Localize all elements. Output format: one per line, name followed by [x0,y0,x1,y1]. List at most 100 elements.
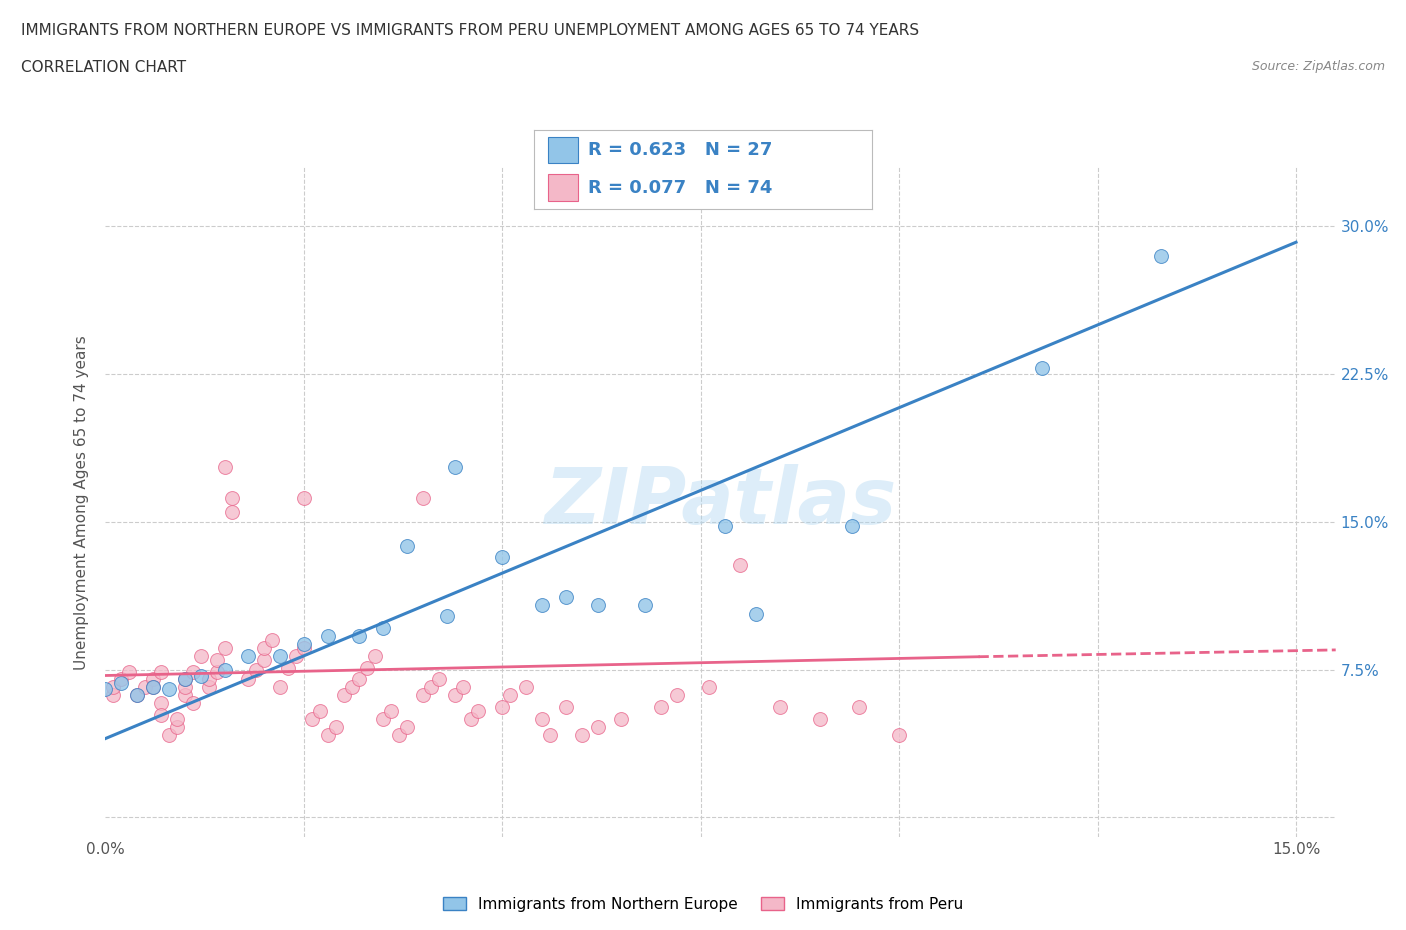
Point [396,538,419,553]
Point [190,668,212,683]
Point [110,672,132,687]
Point [292,636,315,651]
Point [221,491,243,506]
Point [1031,361,1053,376]
Point [412,688,434,703]
Point [214,662,236,677]
Point [157,727,180,742]
Point [134,680,156,695]
Point [103,680,125,695]
Point [665,688,688,703]
Point [491,550,513,565]
Point [253,641,276,656]
Text: IMMIGRANTS FROM NORTHERN EUROPE VS IMMIGRANTS FROM PERU UNEMPLOYMENT AMONG AGES : IMMIGRANTS FROM NORTHERN EUROPE VS IMMIG… [21,23,920,38]
Point [127,688,149,703]
Point [848,699,870,714]
Point [745,607,768,622]
Point [221,505,243,520]
Point [214,641,236,656]
Point [262,632,284,647]
Point [730,558,752,573]
Point [380,703,402,718]
Point [269,648,291,663]
Point [1150,248,1173,263]
Point [841,518,863,533]
Point [277,660,299,675]
Point [396,719,419,734]
Text: R = 0.623   N = 27: R = 0.623 N = 27 [588,141,773,159]
Text: ZIPatlas: ZIPatlas [544,464,897,540]
Point [316,727,339,742]
Point [697,680,720,695]
Point [419,680,441,695]
Point [308,703,330,718]
FancyBboxPatch shape [548,137,578,164]
Point [530,597,553,612]
Point [150,708,173,723]
Point [499,688,522,703]
Point [205,652,228,667]
Point [325,719,347,734]
Point [554,590,576,604]
Point [205,664,228,679]
Point [427,672,450,687]
Point [610,711,633,726]
Point [166,719,188,734]
Point [356,660,378,675]
Point [150,696,173,711]
Point [515,680,537,695]
Point [388,727,411,742]
Point [94,682,117,697]
Point [373,621,395,636]
Point [530,711,553,726]
Text: Source: ZipAtlas.com: Source: ZipAtlas.com [1251,60,1385,73]
Point [364,648,387,663]
Point [808,711,831,726]
Point [650,699,672,714]
Point [586,719,609,734]
Point [586,597,609,612]
Point [443,459,465,474]
Point [269,680,291,695]
Point [181,696,204,711]
Point [103,688,125,703]
Point [491,699,513,714]
Text: R = 0.077   N = 74: R = 0.077 N = 74 [588,179,773,197]
Point [316,629,339,644]
Point [292,641,315,656]
Point [412,491,434,506]
Point [190,648,212,663]
Point [349,672,371,687]
Point [889,727,911,742]
Point [118,664,141,679]
Text: CORRELATION CHART: CORRELATION CHART [21,60,186,75]
Point [713,518,735,533]
Point [238,648,260,663]
Point [181,664,204,679]
Point [166,711,188,726]
Point [142,680,165,695]
Point [142,680,165,695]
Point [173,672,195,687]
Point [301,711,323,726]
Point [467,703,489,718]
Point [127,688,149,703]
Point [238,672,260,687]
Point [245,662,267,677]
Point [157,682,180,697]
Point [451,680,474,695]
Point [284,648,307,663]
Point [173,680,195,695]
Point [197,680,219,695]
Point [292,491,315,506]
Point [332,688,354,703]
Point [110,676,132,691]
Point [769,699,792,714]
Y-axis label: Unemployment Among Ages 65 to 74 years: Unemployment Among Ages 65 to 74 years [75,335,90,670]
Point [150,664,173,679]
Point [197,672,219,687]
Point [173,672,195,687]
Point [538,727,561,742]
Point [253,652,276,667]
Point [340,680,363,695]
